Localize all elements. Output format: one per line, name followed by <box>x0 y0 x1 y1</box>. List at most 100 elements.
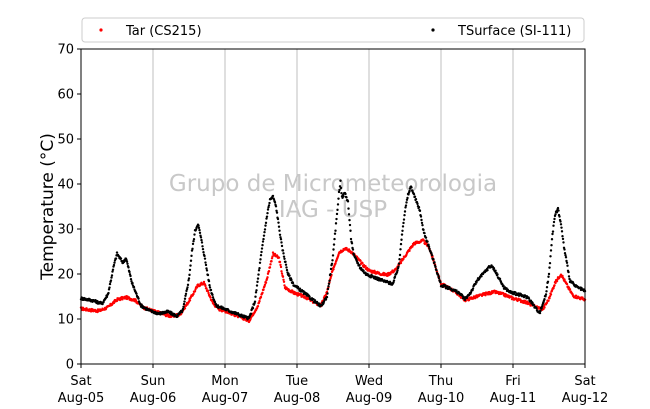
data-point <box>398 258 401 261</box>
data-point <box>280 241 283 244</box>
data-point <box>330 262 334 266</box>
data-point <box>265 215 269 218</box>
data-point <box>545 286 549 289</box>
data-point <box>446 285 449 288</box>
data-point <box>435 268 438 272</box>
data-point <box>269 263 272 266</box>
data-point <box>345 196 348 199</box>
data-point <box>555 211 559 214</box>
data-point <box>427 245 431 248</box>
data-point <box>188 299 192 302</box>
data-point <box>531 301 534 304</box>
data-point <box>200 241 204 244</box>
data-point <box>202 280 206 284</box>
data-point <box>480 275 483 278</box>
data-point <box>567 275 571 278</box>
data-point <box>261 243 264 247</box>
data-point <box>567 270 570 274</box>
y-tick-label: 60 <box>57 88 74 103</box>
data-point <box>350 242 354 245</box>
x-tick-label-day: Sat <box>574 374 595 389</box>
data-point <box>205 287 208 290</box>
series-layer <box>79 179 587 324</box>
data-point <box>308 295 311 298</box>
data-point <box>129 278 133 281</box>
data-point <box>211 296 215 299</box>
data-point <box>559 220 562 223</box>
x-tick-label-day: Fri <box>505 374 521 389</box>
data-point <box>186 283 190 287</box>
data-point <box>405 201 408 204</box>
legend-frame <box>81 17 585 43</box>
data-point <box>279 238 283 241</box>
data-point <box>111 268 115 271</box>
data-point <box>423 231 426 235</box>
data-point <box>430 252 433 255</box>
data-point <box>277 225 281 228</box>
data-point <box>392 279 396 282</box>
data-point <box>112 263 116 267</box>
data-point <box>271 194 275 198</box>
data-point <box>203 254 206 258</box>
data-point <box>437 276 441 280</box>
data-point <box>135 292 138 295</box>
data-point <box>351 248 355 251</box>
data-point <box>188 268 192 272</box>
data-point <box>332 243 336 246</box>
data-point <box>279 236 282 239</box>
data-point <box>326 292 329 295</box>
data-point <box>199 236 203 239</box>
data-point <box>332 268 335 271</box>
data-point <box>197 224 200 227</box>
data-point <box>201 245 204 248</box>
data-point <box>258 299 261 303</box>
data-point <box>181 307 185 311</box>
data-point <box>208 284 211 287</box>
data-point <box>334 229 337 232</box>
data-point <box>340 191 343 195</box>
data-point <box>338 188 341 192</box>
data-point <box>494 269 497 272</box>
data-point <box>279 265 283 269</box>
data-point <box>278 229 281 232</box>
data-point <box>564 254 567 257</box>
data-point <box>204 284 207 288</box>
data-point <box>193 233 196 236</box>
data-point <box>279 263 282 267</box>
data-point <box>197 226 201 230</box>
y-tick-label: 40 <box>57 178 74 193</box>
data-point <box>114 257 118 260</box>
data-point <box>313 299 317 302</box>
data-point <box>187 279 190 282</box>
data-point <box>107 291 110 295</box>
data-point <box>191 242 195 246</box>
data-point <box>420 221 424 225</box>
data-point <box>214 302 218 306</box>
data-point <box>559 223 563 226</box>
y-tick-label: 0 <box>66 358 74 373</box>
data-point <box>186 286 189 289</box>
data-point <box>426 240 429 243</box>
data-point <box>268 201 271 205</box>
data-point <box>282 252 285 255</box>
data-point <box>419 215 423 218</box>
data-point <box>251 307 255 310</box>
data-point <box>290 278 293 282</box>
data-point <box>548 261 552 265</box>
data-point <box>184 292 188 296</box>
data-point <box>128 270 131 274</box>
data-point <box>283 257 286 260</box>
data-point <box>549 293 553 296</box>
data-point <box>203 257 207 260</box>
data-point <box>190 254 193 258</box>
data-point <box>281 275 285 278</box>
data-point <box>535 307 538 310</box>
data-point <box>565 259 568 263</box>
data-point <box>268 266 272 269</box>
data-point <box>327 282 331 285</box>
data-point <box>282 255 286 258</box>
data-point <box>356 262 360 265</box>
data-point <box>539 309 542 313</box>
data-point <box>439 281 442 284</box>
